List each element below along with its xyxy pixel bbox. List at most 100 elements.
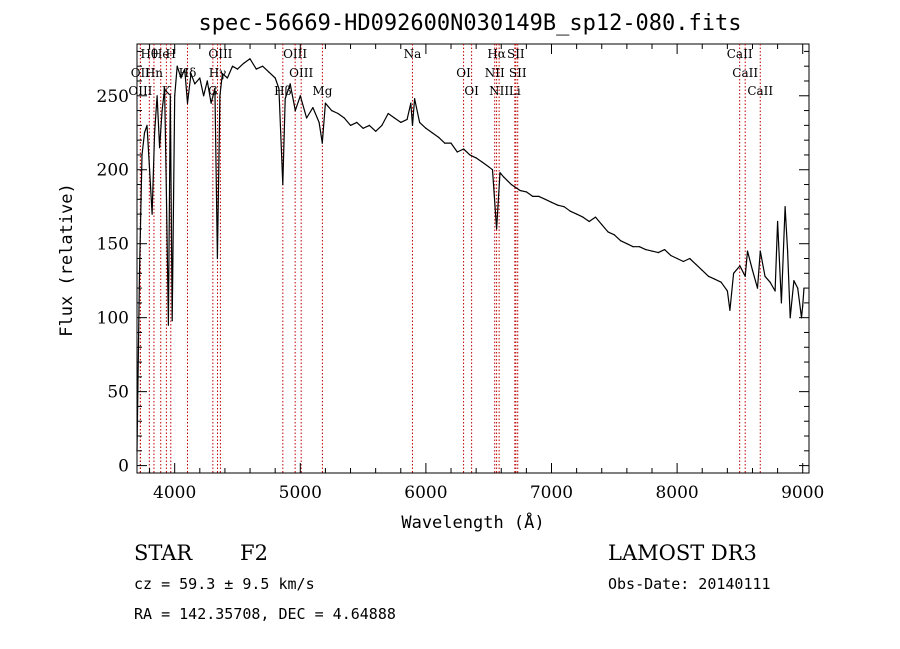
spectrum-point — [176, 65, 178, 67]
spectrum-point — [444, 142, 446, 144]
line-marker-label: SII — [507, 47, 525, 61]
spectrum-point — [282, 183, 284, 186]
spectrum-point — [284, 98, 286, 100]
spectrum-point — [620, 240, 622, 242]
spectrum-point — [165, 198, 168, 200]
spectrum-point — [774, 290, 776, 292]
spectrum-point — [199, 77, 201, 79]
spectral-subclass: F2 — [240, 541, 268, 565]
spectrum-point — [701, 269, 703, 271]
spectrum-point — [425, 127, 427, 129]
spectrum-point — [469, 154, 471, 156]
spectrum-point — [243, 62, 245, 64]
spectrum-point — [638, 246, 641, 248]
spectrum-point — [544, 198, 546, 200]
spectrum-point — [582, 216, 584, 218]
x-tick-label: 8000 — [655, 483, 698, 503]
spectrum-point — [167, 324, 169, 326]
spectrum-point — [262, 65, 264, 67]
spectrum-point — [194, 83, 196, 85]
line-marker-label: He — [152, 47, 170, 61]
spectrum-point — [744, 275, 746, 277]
spectrum-point — [746, 250, 749, 252]
spectrum-point — [337, 112, 339, 115]
line-marker-label: NII — [485, 66, 505, 80]
y-axis: 0 50 100 150 200 250 — [97, 50, 809, 477]
spectrum-point — [362, 127, 364, 129]
spectrum-point — [802, 305, 804, 307]
spectrum-point — [764, 275, 766, 277]
survey-name: LAMOST DR3 — [608, 541, 757, 565]
line-marker-label: K — [162, 84, 172, 98]
spectrum-point — [707, 275, 710, 277]
spectrum-point — [503, 176, 505, 178]
line-marker-label: Li — [509, 84, 521, 98]
spectrum-point — [613, 234, 615, 236]
spectrum-point — [318, 121, 320, 123]
line-marker-label: OI — [456, 66, 471, 80]
spectrum-point — [219, 95, 221, 97]
line-marker-label: Hγ — [209, 66, 227, 80]
y-tick-label: 50 — [107, 383, 129, 403]
object-class: STAR — [134, 541, 193, 565]
spectrum-point — [651, 250, 653, 252]
line-marker-label: Hθ — [140, 47, 158, 61]
spectrum-point — [720, 281, 722, 283]
line-marker-label: OIII — [128, 84, 152, 98]
spectrum-point — [180, 77, 182, 79]
spectrum-layer — [136, 58, 805, 452]
x-tick-label: 4000 — [153, 483, 196, 503]
line-marker-label: CaII — [727, 47, 753, 61]
spectrum-point — [331, 110, 333, 112]
x-tick-label: 6000 — [404, 483, 447, 503]
spectrum-point — [670, 254, 672, 257]
spectrum-point — [249, 58, 251, 60]
spectrum-point — [154, 132, 156, 134]
line-marker-label: G — [208, 84, 218, 98]
redshift-cz: cz = 59.3 ± 9.5 km/s — [134, 575, 315, 593]
spectrum-point — [714, 278, 716, 280]
spectrum-point — [689, 257, 691, 260]
spectrum-point — [607, 231, 609, 233]
spectrum-point — [550, 201, 553, 203]
line-marker-label: Hα — [487, 47, 506, 61]
spectrum-point — [156, 95, 158, 97]
spectrum-point — [793, 280, 795, 282]
line-marker-label: NII — [489, 84, 509, 98]
spectrum-point — [375, 130, 377, 132]
emission-line-labels: HθOIIOIIIHeHnKHHδGOIIIHγHβOIIIOIIIMgNaOI… — [128, 47, 773, 98]
spectrum-point — [312, 107, 314, 109]
spectrum-point — [769, 281, 771, 283]
spectrum-point — [557, 204, 559, 206]
y-tick-label: 200 — [97, 161, 129, 181]
spectrum-point — [161, 110, 163, 112]
spectrum-point — [601, 223, 603, 226]
spectrum-point — [632, 246, 634, 248]
spectrum-point — [538, 195, 540, 197]
line-marker-label: OIII — [283, 47, 307, 61]
observation-date: Obs-Date: 20140111 — [608, 575, 771, 593]
spectrum-point — [210, 102, 212, 104]
spectrum-point — [306, 117, 308, 119]
spectrum-point — [463, 148, 465, 150]
spectrum-point — [657, 252, 659, 254]
spectrum-point — [400, 121, 402, 123]
spectrum-point — [411, 124, 414, 126]
spectrum-point — [787, 250, 789, 252]
line-marker-label: OII — [131, 66, 151, 80]
spectrum-point — [186, 102, 189, 104]
spectrum-point — [184, 68, 186, 70]
spectrum-point — [784, 206, 786, 208]
spectrum-point — [594, 216, 597, 218]
line-marker-label: Mg — [312, 84, 332, 98]
spectrum-point — [419, 121, 421, 123]
spectrum-point — [190, 73, 192, 75]
spectrum-point — [569, 210, 571, 212]
spectrum-point — [437, 136, 440, 138]
line-marker-label: CaII — [747, 84, 773, 98]
spectrum-point — [532, 195, 534, 197]
y-tick-label: 250 — [97, 87, 129, 107]
y-tick-label: 100 — [97, 309, 129, 329]
spectrum-point — [294, 110, 296, 112]
